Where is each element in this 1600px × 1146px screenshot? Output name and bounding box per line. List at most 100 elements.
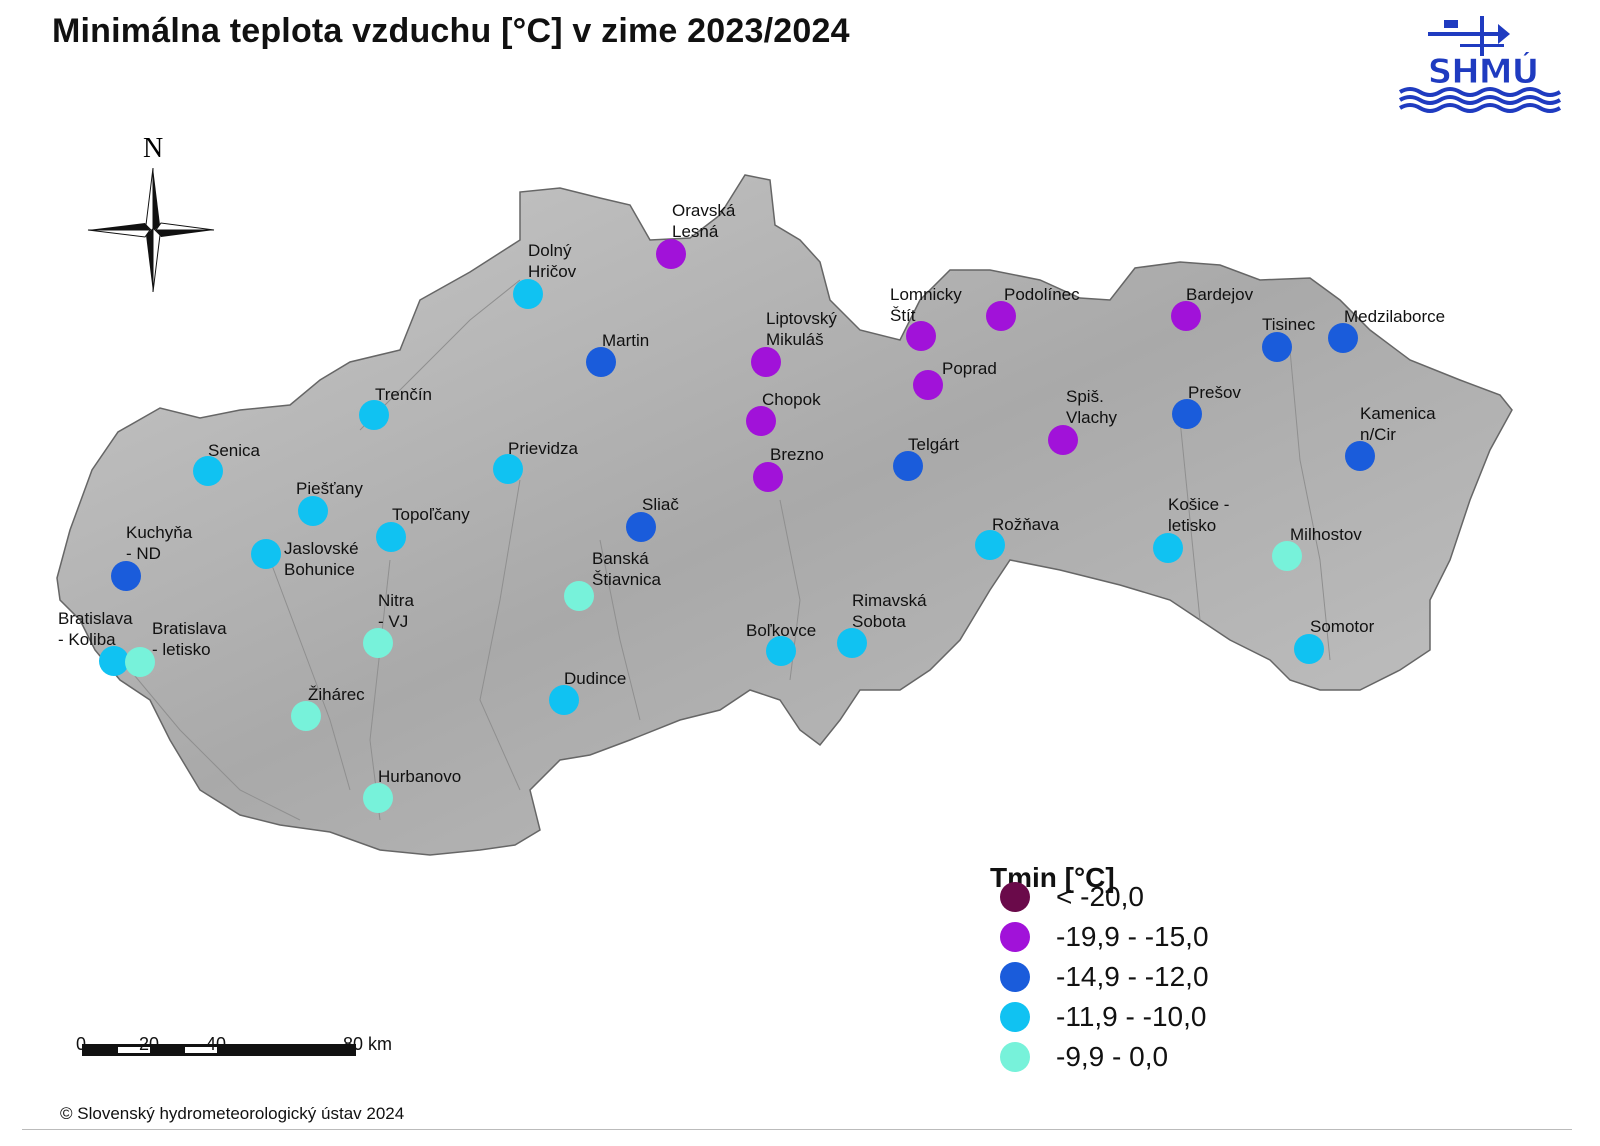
station-label: Senica <box>208 441 260 460</box>
station-label: Bratislava - Koliba <box>58 609 133 649</box>
station-marker <box>1172 399 1202 429</box>
station-marker <box>99 646 129 676</box>
station-marker <box>906 321 936 351</box>
station-marker <box>1294 634 1324 664</box>
legend-swatch <box>1000 1042 1030 1072</box>
scale-bar <box>82 1044 356 1056</box>
legend-label: -14,9 - -12,0 <box>1056 961 1209 992</box>
station-marker <box>1048 425 1078 455</box>
logo-text: SHMÚ <box>1427 52 1539 93</box>
station-label: Oravská Lesná <box>672 201 736 241</box>
station-label: Košice - letisko <box>1168 495 1230 535</box>
station-marker <box>766 636 796 666</box>
legend-swatch <box>1000 962 1030 992</box>
shmu-logo: SHMÚ <box>1398 14 1568 114</box>
station-label: Podolínec <box>1004 285 1080 304</box>
station-marker <box>251 539 281 569</box>
legend-entry: < -20,0 <box>1000 880 1144 914</box>
station-label: Liptovský Mikuláš <box>766 309 837 349</box>
legend-label: -11,9 - -10,0 <box>1056 1001 1207 1032</box>
station-label: Piešťany <box>296 479 363 498</box>
station-marker <box>753 462 783 492</box>
scale-label: 0 <box>76 1034 87 1054</box>
station-marker <box>193 456 223 486</box>
station-label: Martin <box>602 331 650 350</box>
station-label: Žihárec <box>308 685 365 704</box>
station-label: Rimavská Sobota <box>852 591 927 631</box>
weather-vane-icon <box>1398 16 1562 113</box>
station-label: Prešov <box>1188 383 1241 402</box>
station-marker <box>1328 323 1358 353</box>
station-label: Bardejov <box>1186 285 1254 304</box>
station-label: Banská Štiavnica <box>592 549 661 589</box>
legend-entry: -9,9 - 0,0 <box>1000 1040 1168 1074</box>
station-marker <box>1272 541 1302 571</box>
scale-label: 20 <box>139 1034 160 1054</box>
station-label: Brezno <box>770 445 824 464</box>
map-title: Minimálna teplota vzduchu [°C] v zime 20… <box>52 12 850 50</box>
legend-label: -9,9 - 0,0 <box>1056 1041 1169 1072</box>
station-label: Sliač <box>642 495 679 514</box>
legend-swatch <box>1000 882 1030 912</box>
station-marker <box>359 400 389 430</box>
station-marker <box>586 347 616 377</box>
station-marker <box>1345 441 1375 471</box>
station-label: Prievidza <box>508 439 578 458</box>
station-label: Medzilaborce <box>1344 307 1446 326</box>
station-marker <box>564 581 594 611</box>
station-marker <box>291 701 321 731</box>
station-marker <box>363 783 393 813</box>
station-marker <box>837 628 867 658</box>
station-label: Milhostov <box>1290 525 1362 544</box>
legend-label: < -20,0 <box>1056 881 1144 912</box>
station-label: Tisinec <box>1262 315 1316 334</box>
station-marker <box>298 496 328 526</box>
north-arrow: N <box>87 133 215 293</box>
station-label: Rožňava <box>992 515 1060 534</box>
station-markers <box>99 239 1375 813</box>
station-marker <box>986 301 1016 331</box>
station-label: Boľkovce <box>746 621 817 640</box>
station-label: Somotor <box>1310 617 1375 636</box>
station-label: Nitra - VJ <box>378 591 414 631</box>
station-label: Lomnicky Štít <box>890 285 962 325</box>
country-outline <box>56 174 1513 856</box>
station-label: Bratislava - letisko <box>152 619 227 659</box>
legend-swatch <box>1000 922 1030 952</box>
station-marker <box>376 522 406 552</box>
north-label: N <box>143 133 163 164</box>
station-marker <box>493 454 523 484</box>
station-label: Topoľčany <box>392 505 470 524</box>
station-marker <box>975 530 1005 560</box>
station-label: Dudince <box>564 669 627 688</box>
station-marker <box>513 279 543 309</box>
station-marker <box>751 347 781 377</box>
footer-divider <box>22 1129 1572 1130</box>
scale-label: 40 <box>206 1034 227 1054</box>
rivers <box>129 279 1331 821</box>
legend-entry: -14,9 - -12,0 <box>1000 960 1209 994</box>
station-label: Dolný Hričov <box>528 241 577 281</box>
station-marker <box>1262 332 1292 362</box>
station-marker <box>626 512 656 542</box>
station-label: Chopok <box>762 390 821 409</box>
station-marker <box>893 451 923 481</box>
station-label: Kuchyňa - ND <box>126 523 193 563</box>
station-marker <box>363 628 393 658</box>
station-marker <box>111 561 141 591</box>
copyright: © Slovenský hydrometeorologický ústav 20… <box>60 1104 405 1123</box>
station-label: Hurbanovo <box>378 767 462 786</box>
station-marker <box>1171 301 1201 331</box>
station-label: Jaslovské Bohunice <box>284 539 359 579</box>
legend-swatch <box>1000 1002 1030 1032</box>
station-label: Spiš. Vlachy <box>1066 387 1118 427</box>
legend-entry: -19,9 - -15,0 <box>1000 920 1209 954</box>
station-marker <box>1153 533 1183 563</box>
station-marker <box>913 370 943 400</box>
station-label: Trenčín <box>375 385 433 404</box>
station-marker <box>549 685 579 715</box>
station-label: Telgárt <box>908 435 960 454</box>
station-marker <box>125 647 155 677</box>
station-marker <box>746 406 776 436</box>
